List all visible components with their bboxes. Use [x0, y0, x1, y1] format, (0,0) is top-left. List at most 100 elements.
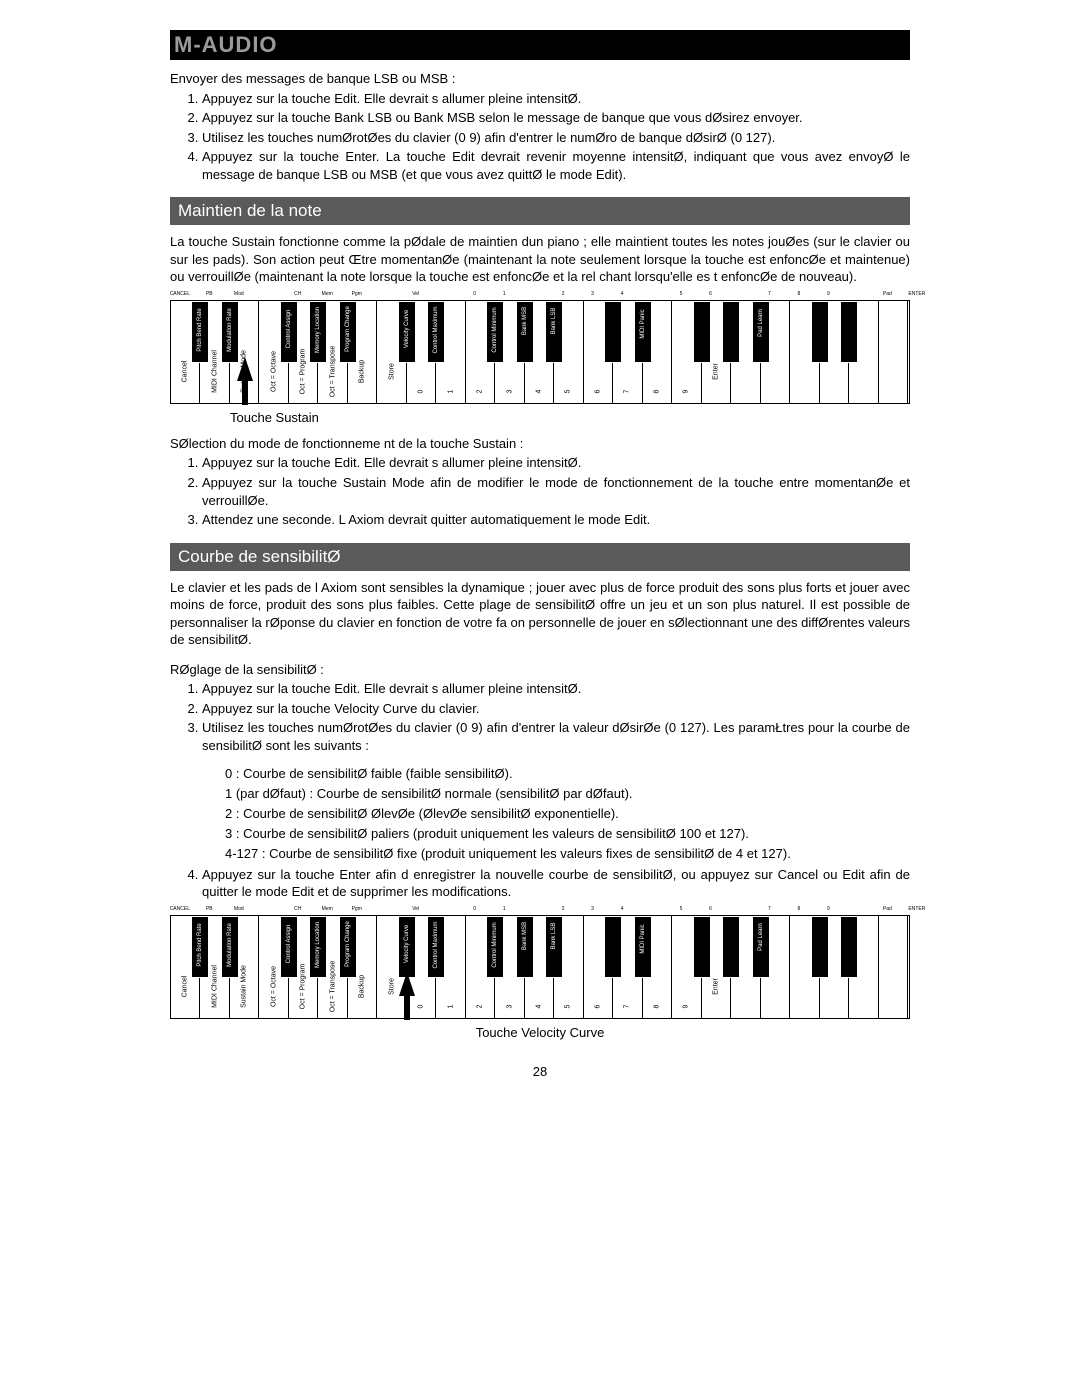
black-key — [722, 916, 740, 978]
white-key-label: Oct = Transpose — [329, 960, 336, 1012]
black-key-label: Program Change — [345, 921, 351, 967]
white-key-label: Enter — [712, 978, 719, 995]
brand-logo: M-AUDIO — [174, 32, 278, 58]
white-key-label: 8 — [653, 1004, 660, 1008]
black-key: Bank LSB — [545, 916, 563, 978]
black-key: Velocity Curve — [398, 301, 416, 363]
black-key-label: Pad Learn — [758, 309, 764, 337]
black-key: Memory Location — [309, 916, 327, 978]
white-key-label: 4 — [535, 389, 542, 393]
list-item: Attendez une seconde. L Axiom devrait qu… — [202, 511, 910, 529]
black-key: Pitch Bend Rate — [191, 916, 209, 978]
list-item: Appuyez sur la touche Enter. La touche E… — [202, 148, 910, 183]
black-key-label: Modulation Rate — [227, 309, 233, 353]
pointer-arrow-stem — [404, 994, 410, 1020]
list-item: Appuyez sur la touche Edit. Elle devrait… — [202, 454, 910, 472]
curve-option: 4-127 : Courbe de sensibilitØ fixe (prod… — [225, 845, 910, 863]
black-key: Control Minimum — [486, 916, 504, 978]
section-heading-velocity: Courbe de sensibilitØ — [170, 543, 910, 571]
keyboard-top-label: 3 — [591, 291, 594, 297]
white-key-label: 6 — [594, 389, 601, 393]
black-key-label: Control Assign — [286, 310, 292, 349]
black-key-label: Control Maximum — [433, 922, 439, 969]
keyboard-top-label: 0 — [473, 906, 476, 912]
black-key-label: MIDI Panic — [640, 309, 646, 338]
keyboard-top-label: CH — [294, 291, 301, 297]
pointer-arrow-icon — [399, 972, 415, 996]
list-item: Appuyez sur la touche Velocity Curve du … — [202, 700, 910, 718]
white-key-label: 9 — [683, 1004, 690, 1008]
white-key-label: 6 — [594, 1004, 601, 1008]
black-key: MIDI Panic — [634, 916, 652, 978]
black-key: Pad Learn — [752, 916, 770, 978]
keyboard-top-label: Mem — [322, 906, 333, 912]
intro-steps: Appuyez sur la touche Edit. Elle devrait… — [170, 90, 910, 184]
page-number: 28 — [170, 1064, 910, 1079]
keyboard-top-label: 0 — [473, 291, 476, 297]
white-key-label: Oct = Program — [300, 349, 307, 395]
black-key: Control Maximum — [427, 916, 445, 978]
white-key-label: 5 — [565, 389, 572, 393]
black-key — [840, 301, 858, 363]
black-key: Control Minimum — [486, 301, 504, 363]
black-key: MIDI Panic — [634, 301, 652, 363]
white-key-label: Oct = Octave — [270, 351, 277, 392]
keyboard-top-label: Vel — [412, 906, 419, 912]
keyboard-top-label: Mod — [234, 291, 244, 297]
section1-steps: Appuyez sur la touche Edit. Elle devrait… — [170, 454, 910, 528]
black-key — [693, 301, 711, 363]
list-item: Appuyez sur la touche Bank LSB ou Bank M… — [202, 109, 910, 127]
keyboard-top-label: PB — [206, 906, 213, 912]
list-item: Appuyez sur la touche Edit. Elle devrait… — [202, 90, 910, 108]
black-key: Program Change — [339, 916, 357, 978]
white-key-label: Oct = Transpose — [329, 346, 336, 398]
keyboard-top-label: Mod — [234, 906, 244, 912]
keyboard-top-label: 6 — [709, 291, 712, 297]
curve-option: 0 : Courbe de sensibilitØ faible (faible… — [225, 765, 910, 783]
black-key-label: Bank MSB — [522, 307, 528, 335]
brand-header: M-AUDIO — [170, 30, 910, 60]
black-key — [604, 916, 622, 978]
section1-subheading: SØlection du mode de fonctionneme nt de … — [170, 435, 910, 453]
keyboard-top-label: 4 — [621, 906, 624, 912]
keyboard-top-label: CANCEL — [170, 291, 190, 297]
black-key-label: Bank LSB — [551, 308, 557, 335]
section-heading-sustain: Maintien de la note — [170, 197, 910, 225]
section2-paragraph: Le clavier et les pads de l Axiom sont s… — [170, 579, 910, 649]
curve-option: 3 : Courbe de sensibilitØ paliers (produ… — [225, 825, 910, 843]
white-key-label: Cancel — [182, 361, 189, 383]
black-key: Pitch Bend Rate — [191, 301, 209, 363]
white-key-label: Sustain Mode — [241, 965, 248, 1008]
white-key-label: 7 — [624, 389, 631, 393]
white-key-label: 1 — [447, 1004, 454, 1008]
keyboard-top-label: 4 — [621, 291, 624, 297]
list-item: Appuyez sur la touche Edit. Elle devrait… — [202, 680, 910, 698]
keyboard-top-label: 7 — [768, 906, 771, 912]
black-key-label: Pitch Bend Rate — [197, 923, 203, 966]
keyboard-top-label: 5 — [680, 906, 683, 912]
keyboard-top-label: Pad — [883, 906, 892, 912]
white-key-label: MIDI Channel — [211, 965, 218, 1008]
black-key-label: Control Minimum — [492, 922, 498, 967]
black-key-label: Pad Learn — [758, 923, 764, 951]
black-key-label: Control Maximum — [433, 307, 439, 354]
keyboard-top-label: Pad — [883, 291, 892, 297]
keyboard-top-label: 1 — [503, 291, 506, 297]
black-key — [722, 301, 740, 363]
black-key — [811, 301, 829, 363]
keyboard-top-label: 8 — [798, 291, 801, 297]
black-key: Bank MSB — [516, 916, 534, 978]
black-key: Velocity Curve — [398, 916, 416, 978]
curve-option: 1 (par dØfaut) : Courbe de sensibilitØ n… — [225, 785, 910, 803]
keyboard-top-label: Vel — [412, 291, 419, 297]
keyboard-top-label: 7 — [768, 291, 771, 297]
list-item: Utilisez les touches numØrotØes du clavi… — [202, 719, 910, 754]
black-key: Control Assign — [280, 916, 298, 978]
keyboard-top-label: ENTER — [908, 291, 925, 297]
keyboard-top-label: 8 — [798, 906, 801, 912]
white-key-label: 8 — [653, 389, 660, 393]
white-key-label: 2 — [477, 389, 484, 393]
black-key-label: MIDI Panic — [640, 924, 646, 953]
black-key: Bank LSB — [545, 301, 563, 363]
section1-paragraph: La touche Sustain fonctionne comme la pØ… — [170, 233, 910, 286]
